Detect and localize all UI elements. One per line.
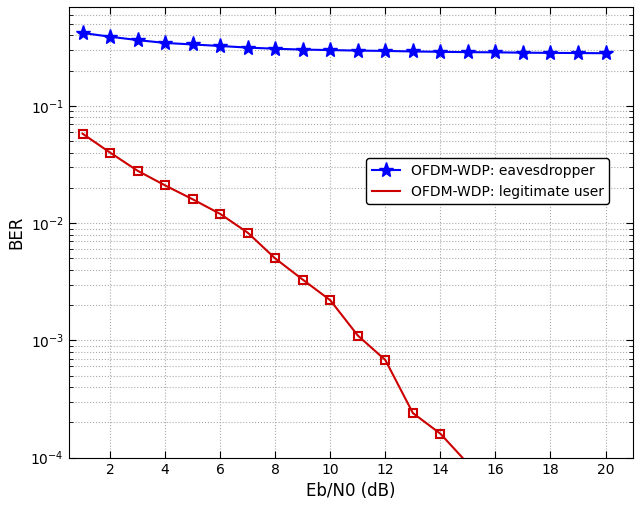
OFDM-WDP: eavesdropper: (4, 0.345): eavesdropper: (4, 0.345) xyxy=(161,40,169,46)
OFDM-WDP: legitimate user: (13, 0.00024): legitimate user: (13, 0.00024) xyxy=(409,410,417,416)
X-axis label: Eb/N0 (dB): Eb/N0 (dB) xyxy=(306,482,396,500)
OFDM-WDP: eavesdropper: (14, 0.29): eavesdropper: (14, 0.29) xyxy=(436,49,444,55)
Legend: OFDM-WDP: eavesdropper, OFDM-WDP: legitimate user: OFDM-WDP: eavesdropper, OFDM-WDP: legiti… xyxy=(366,158,609,204)
Line: OFDM-WDP: eavesdropper: OFDM-WDP: eavesdropper xyxy=(75,25,613,61)
OFDM-WDP: eavesdropper: (5, 0.335): eavesdropper: (5, 0.335) xyxy=(189,42,196,48)
OFDM-WDP: legitimate user: (4, 0.021): legitimate user: (4, 0.021) xyxy=(161,183,169,189)
OFDM-WDP: eavesdropper: (2, 0.39): eavesdropper: (2, 0.39) xyxy=(106,33,114,40)
OFDM-WDP: eavesdropper: (8, 0.308): eavesdropper: (8, 0.308) xyxy=(271,46,279,52)
OFDM-WDP: legitimate user: (8, 0.005): legitimate user: (8, 0.005) xyxy=(271,256,279,262)
OFDM-WDP: legitimate user: (14, 0.00016): legitimate user: (14, 0.00016) xyxy=(436,430,444,437)
OFDM-WDP: eavesdropper: (18, 0.284): eavesdropper: (18, 0.284) xyxy=(547,50,554,56)
OFDM-WDP: eavesdropper: (1, 0.42): eavesdropper: (1, 0.42) xyxy=(79,30,86,36)
OFDM-WDP: eavesdropper: (13, 0.292): eavesdropper: (13, 0.292) xyxy=(409,48,417,54)
Y-axis label: BER: BER xyxy=(7,215,25,249)
OFDM-WDP: eavesdropper: (15, 0.288): eavesdropper: (15, 0.288) xyxy=(464,49,472,55)
OFDM-WDP: legitimate user: (11, 0.0011): legitimate user: (11, 0.0011) xyxy=(354,333,362,339)
OFDM-WDP: legitimate user: (14.8, 0.0001): legitimate user: (14.8, 0.0001) xyxy=(459,455,467,461)
OFDM-WDP: legitimate user: (3, 0.028): legitimate user: (3, 0.028) xyxy=(134,168,141,174)
OFDM-WDP: legitimate user: (1, 0.058): legitimate user: (1, 0.058) xyxy=(79,131,86,137)
OFDM-WDP: legitimate user: (10, 0.0022): legitimate user: (10, 0.0022) xyxy=(326,297,334,303)
OFDM-WDP: eavesdropper: (17, 0.285): eavesdropper: (17, 0.285) xyxy=(519,50,527,56)
OFDM-WDP: legitimate user: (12, 0.00068): legitimate user: (12, 0.00068) xyxy=(381,357,389,363)
OFDM-WDP: eavesdropper: (7, 0.315): eavesdropper: (7, 0.315) xyxy=(244,45,252,51)
Line: OFDM-WDP: legitimate user: OFDM-WDP: legitimate user xyxy=(83,134,463,458)
OFDM-WDP: eavesdropper: (19, 0.283): eavesdropper: (19, 0.283) xyxy=(574,50,582,56)
OFDM-WDP: legitimate user: (7, 0.0083): legitimate user: (7, 0.0083) xyxy=(244,230,252,236)
OFDM-WDP: legitimate user: (2, 0.04): legitimate user: (2, 0.04) xyxy=(106,150,114,156)
OFDM-WDP: eavesdropper: (11, 0.297): eavesdropper: (11, 0.297) xyxy=(354,48,362,54)
OFDM-WDP: eavesdropper: (6, 0.325): eavesdropper: (6, 0.325) xyxy=(216,43,224,49)
OFDM-WDP: eavesdropper: (12, 0.295): eavesdropper: (12, 0.295) xyxy=(381,48,389,54)
OFDM-WDP: legitimate user: (9, 0.0033): legitimate user: (9, 0.0033) xyxy=(299,277,307,283)
OFDM-WDP: eavesdropper: (9, 0.303): eavesdropper: (9, 0.303) xyxy=(299,47,307,53)
OFDM-WDP: legitimate user: (6, 0.012): legitimate user: (6, 0.012) xyxy=(216,211,224,217)
OFDM-WDP: eavesdropper: (10, 0.3): eavesdropper: (10, 0.3) xyxy=(326,47,334,53)
OFDM-WDP: eavesdropper: (3, 0.365): eavesdropper: (3, 0.365) xyxy=(134,37,141,43)
OFDM-WDP: eavesdropper: (20, 0.282): eavesdropper: (20, 0.282) xyxy=(602,50,609,56)
OFDM-WDP: eavesdropper: (16, 0.287): eavesdropper: (16, 0.287) xyxy=(492,49,499,55)
OFDM-WDP: legitimate user: (5, 0.016): legitimate user: (5, 0.016) xyxy=(189,196,196,202)
